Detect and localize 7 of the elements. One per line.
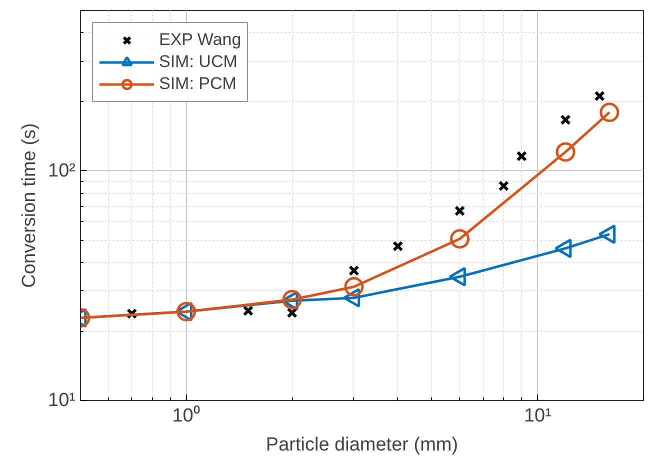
y-axis-title: Conversion time (s) [19, 123, 40, 288]
legend-label: SIM: PCM [159, 73, 236, 95]
y-tick-label: 10² [48, 160, 76, 182]
x-tick-label: 10⁰ [172, 404, 200, 426]
x-axis-title: Particle diameter (mm) [266, 434, 458, 456]
legend-label: SIM: UCM [159, 51, 238, 73]
legend-label: EXP Wang [159, 29, 242, 51]
